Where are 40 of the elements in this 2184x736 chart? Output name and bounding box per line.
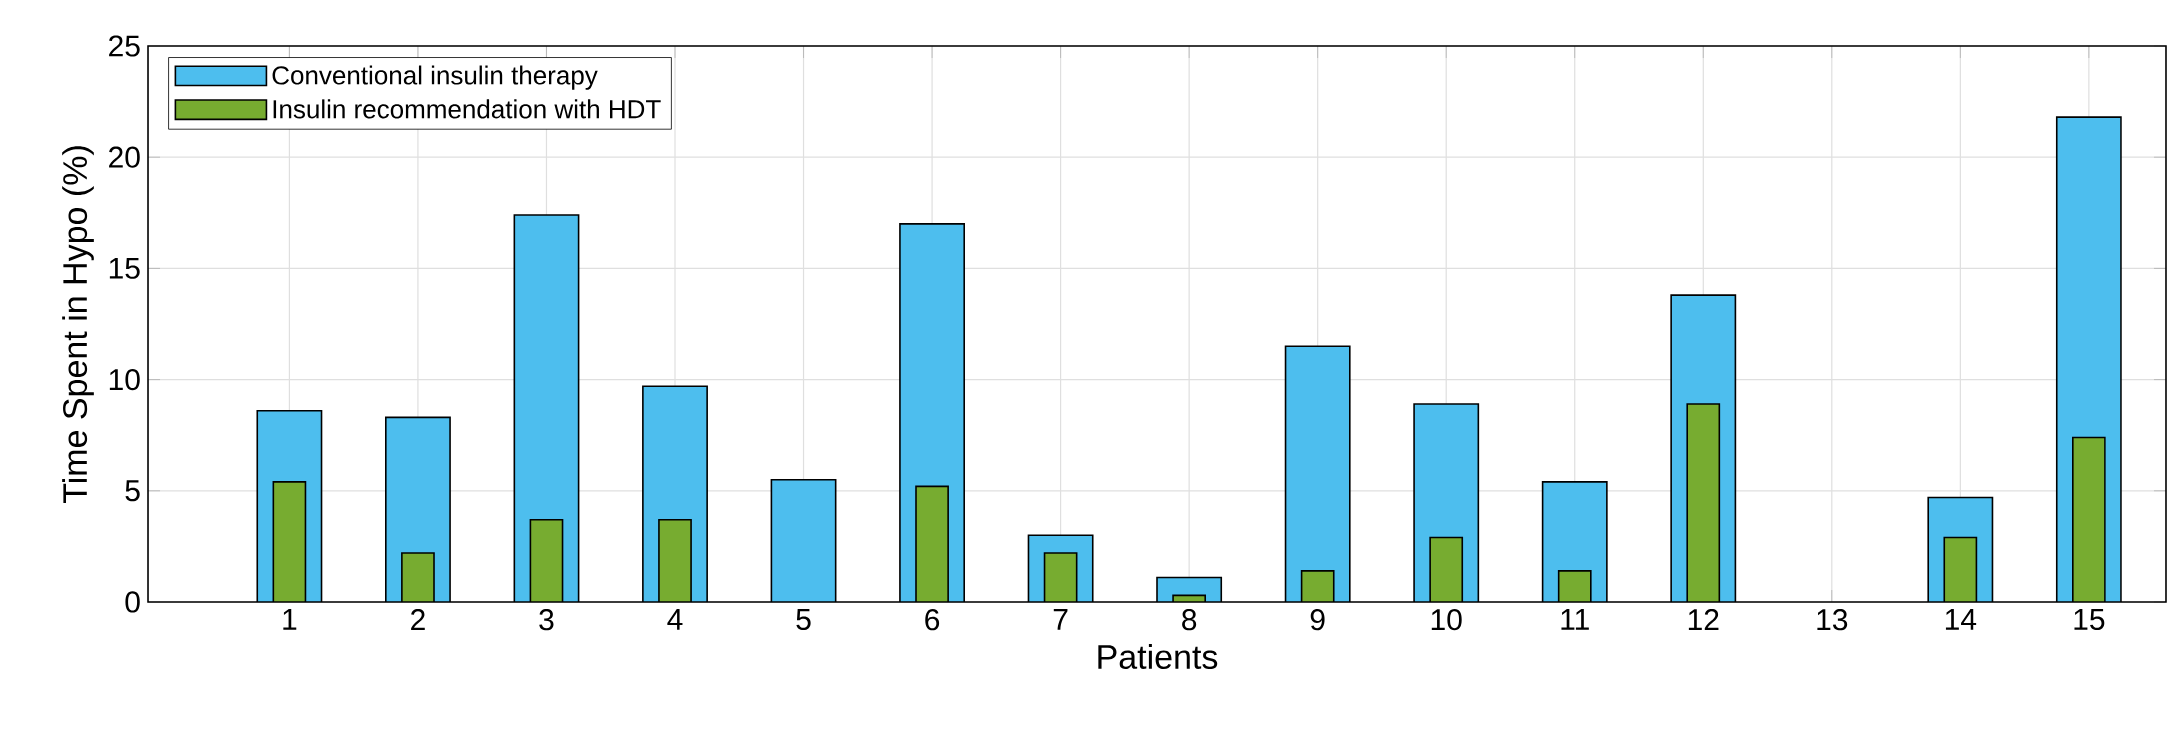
bar: [401, 553, 435, 602]
x-tick-label: 7: [1053, 609, 1068, 630]
bar: [514, 215, 579, 602]
legend-label: Conventional insulin therapy: [272, 65, 598, 90]
x-tick-label: 6: [925, 609, 940, 631]
bar: [2072, 436, 2106, 602]
bar: [1687, 404, 1720, 602]
bar: [1943, 536, 1978, 602]
y-tick-label: 5: [125, 480, 140, 502]
y-axis-title: Time Spent in Hypo (%): [62, 146, 94, 504]
x-tick-label: 4: [667, 609, 683, 630]
x-tick-label: 3: [539, 609, 554, 631]
bar: [1044, 553, 1077, 602]
legend-label: Insulin recommendation with HDT: [273, 99, 661, 119]
bar: [1301, 570, 1334, 602]
x-tick-label: 2: [411, 609, 425, 631]
bar: [1430, 537, 1463, 602]
x-tick-label: 5: [796, 609, 811, 630]
x-tick-label: 10: [1431, 609, 1462, 631]
bar: [273, 481, 306, 602]
bar: [1285, 346, 1350, 602]
y-tick-label: 10: [109, 368, 140, 391]
x-tick-label: 1: [283, 609, 297, 630]
bar: [658, 519, 692, 602]
x-tick-label: 14: [1945, 609, 1977, 630]
x-tick-label: 15: [2074, 609, 2105, 630]
x-tick-label: 13: [1817, 609, 1848, 631]
x-tick-label: 9: [1310, 609, 1325, 631]
y-tick-label: 0: [125, 591, 140, 613]
y-tick-label: 15: [109, 257, 140, 279]
x-tick-label: 8: [1182, 609, 1197, 631]
y-tick-label: 25: [109, 35, 140, 57]
y-tick-label: 20: [109, 146, 140, 168]
x-axis-title: Patients: [1098, 644, 1218, 670]
x-tick-label: 12: [1688, 609, 1719, 631]
bar: [530, 519, 563, 602]
bar: [771, 479, 836, 602]
x-tick-label: 11: [1561, 609, 1589, 630]
bar: [1558, 570, 1591, 602]
bar: [916, 486, 949, 602]
